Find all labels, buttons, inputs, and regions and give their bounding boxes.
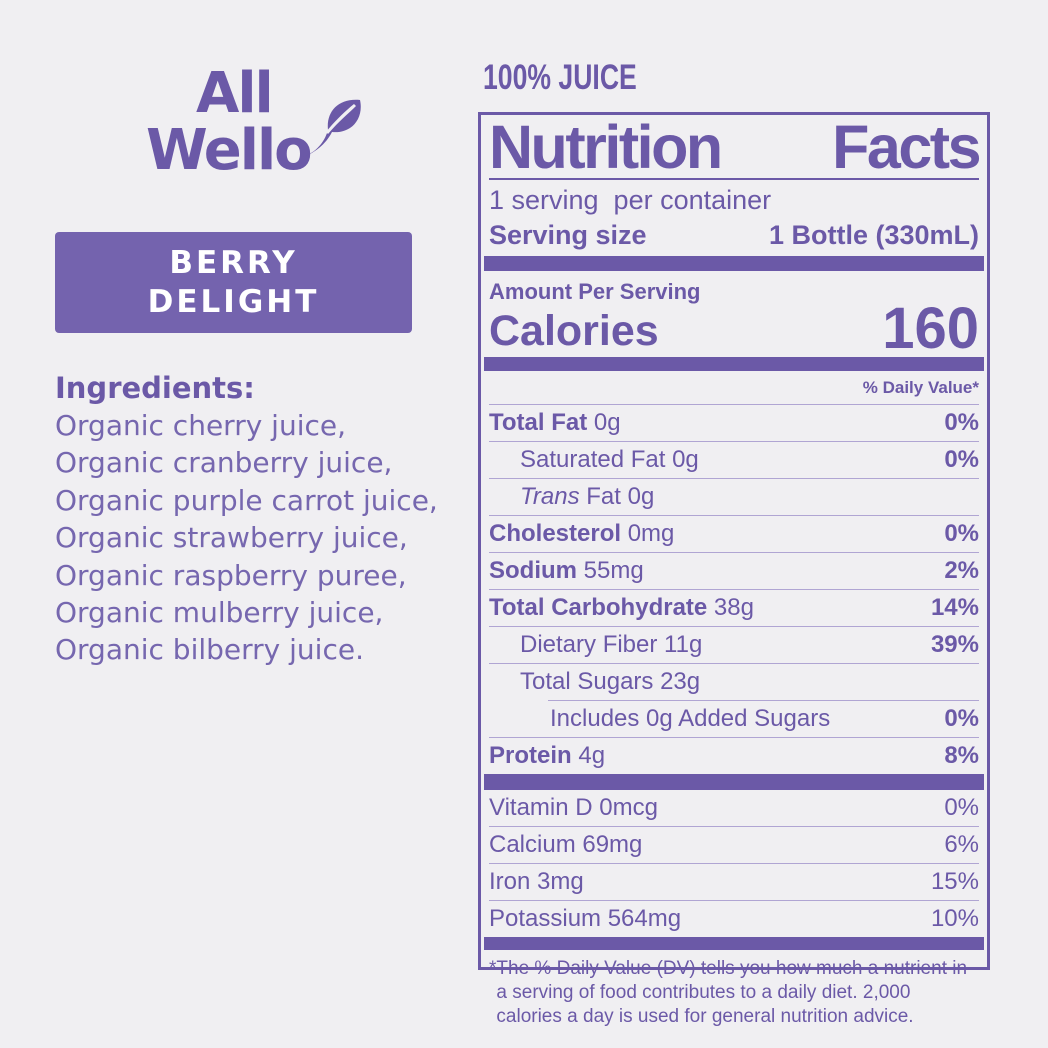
- footnote-text: The % Daily Value (DV) tells you how muc…: [496, 958, 968, 1027]
- flavor-line-2: DELIGHT: [147, 283, 320, 320]
- nutrient-name: Total Fat 0g: [489, 409, 621, 436]
- ingredient-item: Organic raspberry puree,: [55, 558, 407, 592]
- nutrient-row: Protein 4g 8%: [489, 737, 979, 774]
- nutrient-daily-value: 6%: [944, 831, 979, 858]
- nutrient-daily-value: 15%: [930, 868, 979, 895]
- nutrition-facts-title-word1: Nutrition: [489, 113, 723, 181]
- ingredients-section: Ingredients: Organic cherry juice, Organ…: [55, 370, 475, 669]
- nutrition-facts-panel: Nutrition Facts 1 serving per container …: [478, 112, 990, 1027]
- nutrient-name: Vitamin D 0mcg: [489, 794, 658, 821]
- nutrient-name: Total Sugars 23g: [520, 668, 701, 695]
- nutrient-row: Includes 0g Added Sugars 0%: [548, 700, 979, 737]
- nutrient-row: Potassium 564mg 10%: [489, 900, 979, 937]
- brand-logo-text-wello: Wello: [146, 118, 313, 183]
- nutrient-daily-value: 0%: [944, 409, 979, 436]
- nutrient-daily-value: 2%: [944, 557, 979, 584]
- nutrient-rows: Total Fat 0g 0% Saturated Fat 0g 0% Tran…: [489, 405, 979, 774]
- nutrient-row: Total Fat 0g 0%: [489, 405, 979, 441]
- vitamin-rows: Vitamin D 0mcg 0% Calcium 69mg 6% Iron 3…: [489, 790, 979, 937]
- nutrient-row: Sodium 55mg 2%: [489, 552, 979, 589]
- nutrient-row: Saturated Fat 0g 0%: [489, 441, 979, 478]
- daily-value-header: % Daily Value*: [489, 371, 979, 405]
- divider-bar: [484, 357, 984, 371]
- calories-value: 160: [882, 296, 979, 361]
- brand-logo: All Wello: [146, 66, 386, 180]
- ingredients-list: Organic cherry juice, Organic cranberry …: [55, 407, 475, 669]
- nutrient-row: Dietary Fiber 11g 39%: [489, 626, 979, 663]
- footnote-asterisk: *: [489, 958, 497, 979]
- nutrient-name: Cholesterol 0mg: [489, 520, 675, 547]
- nutrient-daily-value: 0%: [944, 794, 979, 821]
- ingredient-item: Organic cherry juice,: [55, 409, 347, 442]
- ingredient-item: Organic cranberry juice,: [55, 446, 393, 480]
- serving-size-label: Serving size: [489, 220, 647, 250]
- nutrient-name: Potassium 564mg: [489, 905, 682, 932]
- calories-label: Calories: [489, 307, 659, 355]
- juice-claim: 100% JUICE: [483, 58, 637, 97]
- ingredient-item: Organic strawberry juice,: [55, 521, 408, 555]
- flavor-badge: BERRY DELIGHT: [55, 232, 412, 333]
- nutrient-name: Dietary Fiber 11g: [520, 631, 703, 658]
- nutrient-daily-value: 0%: [944, 705, 979, 732]
- ingredients-title: Ingredients:: [55, 371, 255, 405]
- serving-size-value: 1 Bottle (330mL): [768, 220, 979, 250]
- divider-bar: [484, 937, 984, 950]
- nutrient-row: Total Carbohydrate 38g 14%: [489, 589, 979, 626]
- nutrient-row: Cholesterol 0mg 0%: [489, 515, 979, 552]
- daily-value-footnote: * The % Daily Value (DV) tells you how m…: [489, 950, 979, 1029]
- servings-per-container: 1 serving per container: [489, 185, 772, 215]
- nutrient-name: Calcium 69mg: [489, 831, 643, 858]
- calories-row: Calories 160: [489, 296, 979, 361]
- nutrient-daily-value: 10%: [930, 905, 979, 932]
- nutrient-name: Sodium 55mg: [489, 557, 644, 584]
- serving-size-row: Serving size 1 Bottle (330mL): [489, 218, 979, 256]
- nutrient-name: Trans Fat 0g: [520, 483, 655, 510]
- nutrient-name: Includes 0g Added Sugars: [550, 705, 831, 732]
- nutrient-row: Iron 3mg 15%: [489, 863, 979, 900]
- brand-logo-text-all: All: [196, 61, 274, 126]
- nutrient-row: Total Sugars 23g: [489, 663, 979, 700]
- nutrient-daily-value: 8%: [944, 742, 979, 769]
- divider-bar: [484, 774, 984, 790]
- nutrient-name: Protein 4g: [489, 742, 606, 769]
- nutrition-facts-title-word2: Facts: [832, 113, 981, 181]
- nutrient-row: Vitamin D 0mcg 0%: [489, 790, 979, 826]
- ingredient-item: Organic bilberry juice.: [55, 633, 364, 667]
- nutrient-name: Iron 3mg: [489, 868, 584, 895]
- leaf-icon: [298, 94, 364, 163]
- ingredient-item: Organic purple carrot juice,: [55, 483, 438, 517]
- amount-per-serving-label: Amount Per Serving: [489, 279, 701, 304]
- flavor-line-1: BERRY: [169, 244, 298, 281]
- nutrient-name: Total Carbohydrate 38g: [489, 594, 754, 621]
- nutrition-facts-title: Nutrition Facts: [489, 113, 981, 181]
- nutrient-daily-value: 39%: [930, 631, 979, 658]
- nutrient-daily-value: 0%: [944, 520, 979, 547]
- nutrient-row: Calcium 69mg 6%: [489, 826, 979, 863]
- divider-bar: [484, 256, 984, 271]
- nutrient-daily-value: 0%: [944, 446, 979, 473]
- ingredient-item: Organic mulberry juice,: [55, 596, 384, 630]
- nutrient-daily-value: 14%: [930, 594, 979, 621]
- nutrient-row: Trans Fat 0g: [489, 478, 979, 515]
- nutrient-name: Saturated Fat 0g: [520, 446, 699, 473]
